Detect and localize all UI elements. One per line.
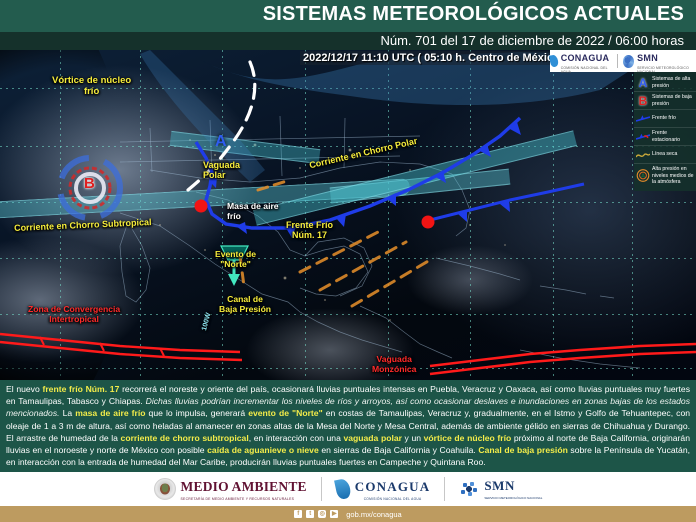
instagram-icon[interactable]: ◎ [318,510,327,518]
page-subtitle: Núm. 701 del 17 de diciembre de 2022 / 0… [380,33,684,48]
legend-label-stationary-front: Frente estacionario [652,130,680,143]
youtube-icon[interactable]: ▶ [330,510,339,518]
svg-text:A: A [641,174,646,180]
smn-logo-icon [459,479,480,499]
trough-axis-dashed-line [186,60,257,192]
legend-label-dry-line: Línea seca [652,151,678,158]
dry-line-icon [636,148,650,161]
stationary-front-icon [636,130,650,143]
map-timestamp: 2022/12/17 11:10 UTC ( 05:10 h. Centro d… [300,51,570,65]
legend-label-mid-level-high: Alta presión en niveles medios de la atm… [652,166,694,185]
footer-social-bar: f t ◎ ▶ gob.mx/conagua [0,506,696,522]
cold-front-icon [636,112,650,125]
footer-brand-bar: MEDIO AMBIENTE SECRETARÍA DE MEDIO AMBIE… [0,472,696,506]
legend-item-mid-level-high[interactable]: A Alta presión en niveles medios de la a… [634,164,696,188]
logo-divider [616,54,618,68]
mid-level-high-pressure-icon: A [636,169,650,183]
footer-divider-1 [320,477,322,501]
twitter-icon[interactable]: t [306,510,315,518]
header-bottom-band [0,32,696,50]
footer-url[interactable]: gob.mx/conagua [346,509,402,519]
cold-front-line [194,116,585,238]
smn-sub: SERVICIO METEOROLÓGICO NACIONAL [484,496,543,501]
polar-trough-shading [57,50,640,221]
forecast-description-text: El nuevo frente frío Núm. 17 recorrerá e… [6,384,691,468]
water-drop-icon [549,54,559,68]
legend-label-low-pressure: Sistemas de baja presión [652,94,692,107]
high-pressure-A-icon: A [638,75,648,90]
facebook-icon[interactable]: f [294,510,303,518]
footer-divider-2 [444,477,446,501]
satellite-map[interactable]: Vórtice de núcleo frío B Corriente en Ch… [0,50,696,380]
smn-swirl-icon [623,54,635,68]
mexican-eagle-seal-icon [153,478,176,500]
conagua-logo-text: CONAGUA [560,53,610,63]
conagua-water-drop-icon [333,477,352,501]
page-title: SISTEMAS METEOROLÓGICOS ACTUALES [262,3,684,25]
legend-label-high-pressure: Sistemas de alta presión [652,76,691,89]
moisture-streak-lines [238,178,432,308]
legend-item-stationary-front[interactable]: Frente estacionario [634,128,696,146]
legend-item-cold-front[interactable]: Frente frío [634,110,696,128]
legend-item-high-pressure[interactable]: A Sistemas de alta presión [634,74,696,92]
smn-name: SMN [484,478,516,494]
legend-item-dry-line[interactable]: Línea seca [634,146,696,164]
map-legend[interactable]: A Sistemas de alta presión B Sistemas de… [634,72,696,191]
smn-brand: SMN SERVICIO METEOROLÓGICO NACIONAL [459,477,542,500]
medio-ambiente-name: MEDIO AMBIENTE [180,478,307,494]
conagua-brand: CONAGUA COMISIÓN NACIONAL DEL AGUA [333,477,431,501]
low-pressure-B-icon: B [638,93,648,108]
itcz-monsoon-trough-lines [0,332,696,376]
legend-item-low-pressure[interactable]: B Sistemas de baja presión [634,92,696,110]
norte-event-arrow [220,245,249,286]
smn-logo: SMN SERVICIO METEOROLÓGICO NACIONAL [623,50,696,74]
conagua-sub: COMISIÓN NACIONAL DEL AGUA [363,496,422,501]
conagua-logo: CONAGUA COMISIÓN NACIONAL DEL AGUA [549,50,611,74]
agency-logo-strip: CONAGUA COMISIÓN NACIONAL DEL AGUA SMN S… [549,50,696,74]
conagua-name: CONAGUA [354,478,431,494]
forecast-description: El nuevo frente frío Núm. 17 recorrerá e… [0,380,696,472]
header-top-band [0,0,696,32]
legend-label-cold-front: Frente frío [652,115,676,122]
medio-ambiente-sub: SECRETARÍA DE MEDIO AMBIENTE Y RECURSOS … [180,496,295,501]
smn-logo-text: SMN [637,53,658,63]
medio-ambiente-brand: MEDIO AMBIENTE SECRETARÍA DE MEDIO AMBIE… [153,478,307,501]
conagua-logo-subtext: COMISIÓN NACIONAL DEL AGUA [560,66,608,74]
